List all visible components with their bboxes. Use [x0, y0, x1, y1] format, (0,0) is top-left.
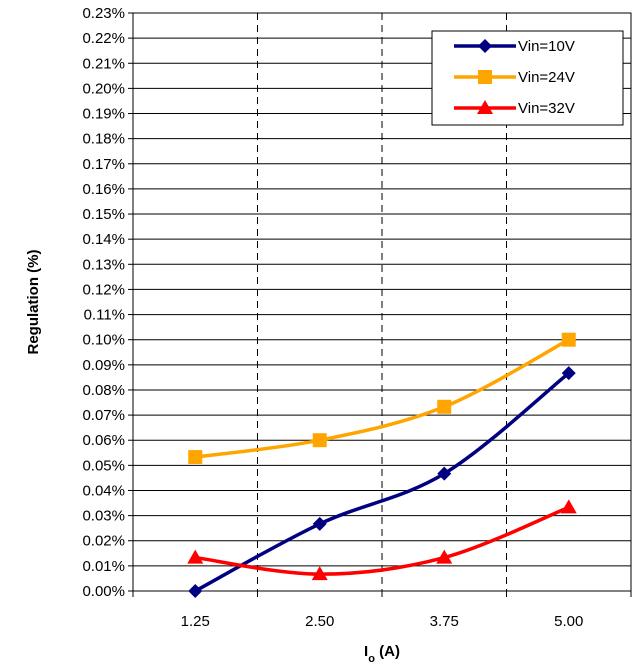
- x-tick-label: 2.50: [305, 613, 334, 630]
- tick-labels: 0.00% 0.01% 0.02% 0.03% 0.04% 0.05% 0.06% 0.07%…: [82, 5, 583, 630]
- data-point: [188, 450, 203, 465]
- series: [187, 332, 577, 598]
- x-tick-label: 3.75: [430, 613, 459, 630]
- y-tick-label: 0.10%: [82, 332, 125, 349]
- x-axis-title-sub: o: [368, 653, 375, 665]
- legend-marker: [478, 70, 492, 84]
- data-point: [312, 433, 327, 448]
- y-tick-label: 0.09%: [82, 357, 125, 374]
- legend-label: Vin=10V: [518, 38, 575, 55]
- data-point: [312, 516, 327, 531]
- y-tick-label: 0.12%: [82, 281, 125, 298]
- y-tick-label: 0.18%: [82, 131, 125, 148]
- data-point: [561, 332, 576, 347]
- plot-area: [132, 12, 632, 592]
- legend-marker: [477, 100, 493, 114]
- series-line: [194, 371, 570, 593]
- x-tick-label: 5.00: [554, 613, 583, 630]
- data-point: [437, 466, 452, 481]
- data-point: [560, 499, 577, 514]
- legend-label: Vin=24V: [518, 69, 575, 86]
- y-tick-label: 0.23%: [82, 5, 125, 22]
- y-tick-label: 0.14%: [82, 231, 125, 248]
- axes: [128, 12, 632, 597]
- y-tick-label: 0.17%: [82, 156, 125, 173]
- series-1: [188, 366, 576, 598]
- y-tick-label: 0.06%: [82, 432, 125, 449]
- data-point: [311, 566, 328, 581]
- y-axis-title: Regulation (%): [25, 250, 42, 355]
- y-tick-label: 0.15%: [82, 206, 125, 223]
- legend-marker: [478, 39, 492, 53]
- series-3: [187, 499, 577, 581]
- x-tick-label: 1.25: [181, 613, 210, 630]
- x-axis-title-rest: (A): [375, 643, 400, 660]
- legend: Vin=10V Vin=24V Vin=32V: [431, 30, 624, 126]
- y-tick-label: 0.01%: [82, 558, 125, 575]
- series-line: [195, 338, 570, 459]
- y-tick-label: 0.11%: [84, 307, 125, 324]
- series-2: [188, 332, 576, 465]
- x-axis-title-main: I: [364, 643, 368, 660]
- data-point: [436, 549, 453, 564]
- series-line: [195, 505, 570, 576]
- y-tick-label: 0.05%: [82, 457, 125, 474]
- y-tick-label: 0.08%: [82, 382, 125, 399]
- data-point: [561, 366, 576, 381]
- y-tick-label: 0.07%: [82, 407, 125, 424]
- y-tick-label: 0.22%: [82, 30, 125, 47]
- y-tick-label: 0.20%: [82, 80, 125, 97]
- y-tick-label: 0.04%: [82, 482, 125, 499]
- x-axis-title: Io (A): [364, 643, 400, 665]
- y-tick-label: 0.16%: [82, 181, 125, 198]
- y-tick-label: 0.02%: [82, 533, 125, 550]
- data-point: [187, 549, 204, 564]
- y-tick-label: 0.00%: [82, 583, 125, 600]
- y-tick-label: 0.13%: [82, 256, 125, 273]
- y-tick-label: 0.19%: [82, 106, 125, 123]
- y-tick-label: 0.21%: [82, 55, 125, 72]
- data-point: [437, 399, 452, 414]
- legend-label: Vin=32V: [518, 100, 575, 117]
- y-tick-label: 0.03%: [82, 508, 125, 525]
- data-point: [188, 584, 203, 598]
